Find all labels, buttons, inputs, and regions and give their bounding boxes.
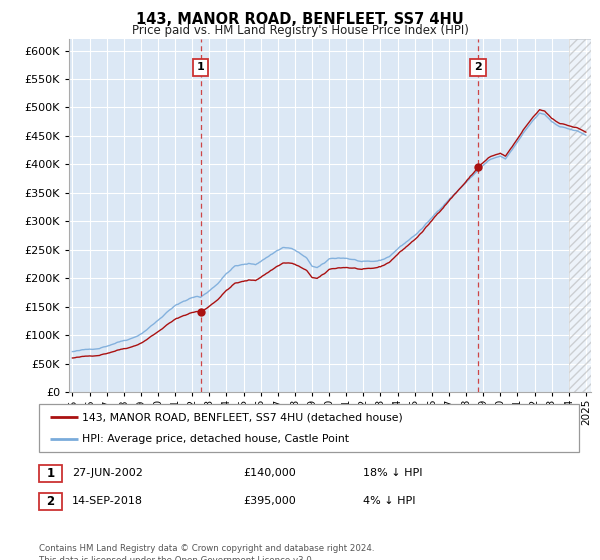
Text: 1: 1 <box>46 466 55 480</box>
Text: 143, MANOR ROAD, BENFLEET, SS7 4HU (detached house): 143, MANOR ROAD, BENFLEET, SS7 4HU (deta… <box>82 412 403 422</box>
Text: £140,000: £140,000 <box>243 468 296 478</box>
Text: Price paid vs. HM Land Registry's House Price Index (HPI): Price paid vs. HM Land Registry's House … <box>131 24 469 37</box>
Text: £395,000: £395,000 <box>243 496 296 506</box>
Text: 27-JUN-2002: 27-JUN-2002 <box>72 468 143 478</box>
Text: 2: 2 <box>475 62 482 72</box>
Text: Contains HM Land Registry data © Crown copyright and database right 2024.
This d: Contains HM Land Registry data © Crown c… <box>39 544 374 560</box>
Text: 143, MANOR ROAD, BENFLEET, SS7 4HU: 143, MANOR ROAD, BENFLEET, SS7 4HU <box>136 12 464 27</box>
Text: 18% ↓ HPI: 18% ↓ HPI <box>363 468 422 478</box>
Text: HPI: Average price, detached house, Castle Point: HPI: Average price, detached house, Cast… <box>82 434 349 444</box>
Text: 14-SEP-2018: 14-SEP-2018 <box>72 496 143 506</box>
Text: 2: 2 <box>46 494 55 508</box>
Text: 4% ↓ HPI: 4% ↓ HPI <box>363 496 415 506</box>
Text: 1: 1 <box>197 62 205 72</box>
Bar <box>569 39 600 392</box>
